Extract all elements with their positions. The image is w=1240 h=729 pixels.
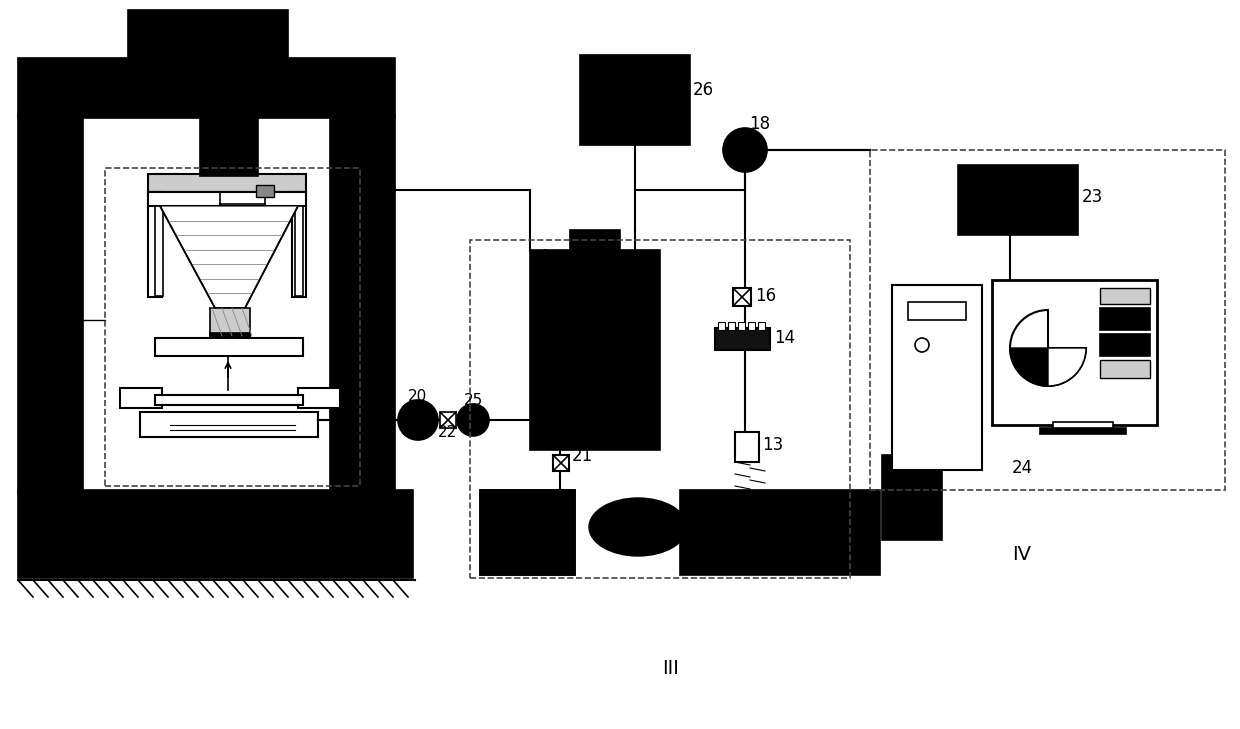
Bar — [728, 322, 735, 330]
Text: I: I — [29, 311, 33, 329]
Bar — [1040, 428, 1126, 434]
Bar — [128, 10, 288, 60]
Text: 18: 18 — [749, 115, 770, 133]
Bar — [718, 322, 725, 330]
Bar — [680, 490, 880, 575]
Bar — [908, 302, 966, 320]
Text: III: III — [662, 658, 678, 677]
Bar — [1100, 288, 1149, 304]
Bar — [120, 388, 162, 408]
Bar — [738, 322, 745, 330]
Bar — [1100, 308, 1149, 330]
Text: II: II — [29, 501, 38, 519]
Bar — [959, 165, 1078, 235]
Bar — [105, 168, 360, 486]
Text: IV: IV — [1012, 545, 1030, 564]
Bar — [897, 440, 928, 457]
Bar — [291, 192, 306, 297]
Bar — [440, 412, 456, 428]
Bar — [758, 322, 765, 330]
Bar — [1100, 360, 1149, 378]
Bar — [748, 322, 755, 330]
Bar — [529, 250, 660, 450]
Bar — [892, 285, 982, 470]
Bar — [200, 116, 258, 176]
Bar — [155, 395, 303, 405]
Bar — [330, 115, 396, 493]
Bar — [148, 192, 162, 297]
Bar — [470, 240, 849, 578]
Ellipse shape — [589, 498, 687, 556]
Bar — [155, 338, 303, 356]
Bar — [580, 55, 689, 145]
Text: 14: 14 — [774, 329, 795, 347]
Wedge shape — [1011, 310, 1086, 386]
Bar — [733, 288, 751, 306]
Bar — [19, 58, 396, 118]
Wedge shape — [1011, 348, 1086, 386]
Circle shape — [458, 404, 489, 436]
Bar — [480, 490, 575, 575]
Bar — [140, 412, 317, 437]
Text: 22: 22 — [438, 424, 458, 440]
Bar — [155, 206, 162, 296]
Bar — [992, 280, 1157, 425]
Polygon shape — [160, 206, 298, 308]
Bar — [870, 150, 1225, 490]
Bar — [553, 455, 569, 471]
Circle shape — [915, 338, 929, 352]
Text: 21: 21 — [572, 447, 593, 465]
Text: 23: 23 — [1083, 188, 1104, 206]
Bar — [298, 388, 340, 408]
Bar — [255, 185, 274, 197]
Text: 24: 24 — [1012, 459, 1033, 477]
Text: 26: 26 — [693, 81, 714, 99]
Bar — [148, 174, 306, 192]
Bar — [570, 230, 620, 252]
Bar — [148, 192, 306, 206]
Bar — [715, 328, 770, 350]
Circle shape — [398, 400, 438, 440]
Circle shape — [723, 128, 768, 172]
Bar — [480, 490, 575, 575]
Wedge shape — [1048, 348, 1086, 386]
Text: 16: 16 — [755, 287, 776, 305]
Text: 25: 25 — [464, 392, 484, 408]
Bar — [1100, 334, 1149, 356]
Bar — [19, 115, 83, 493]
Bar — [1053, 422, 1114, 430]
Bar — [882, 455, 942, 540]
Text: 20: 20 — [408, 389, 428, 403]
Bar — [735, 432, 759, 462]
Text: 13: 13 — [763, 436, 784, 454]
Bar — [210, 333, 250, 338]
Bar — [295, 206, 303, 296]
Bar — [210, 308, 250, 336]
Bar — [19, 490, 413, 578]
